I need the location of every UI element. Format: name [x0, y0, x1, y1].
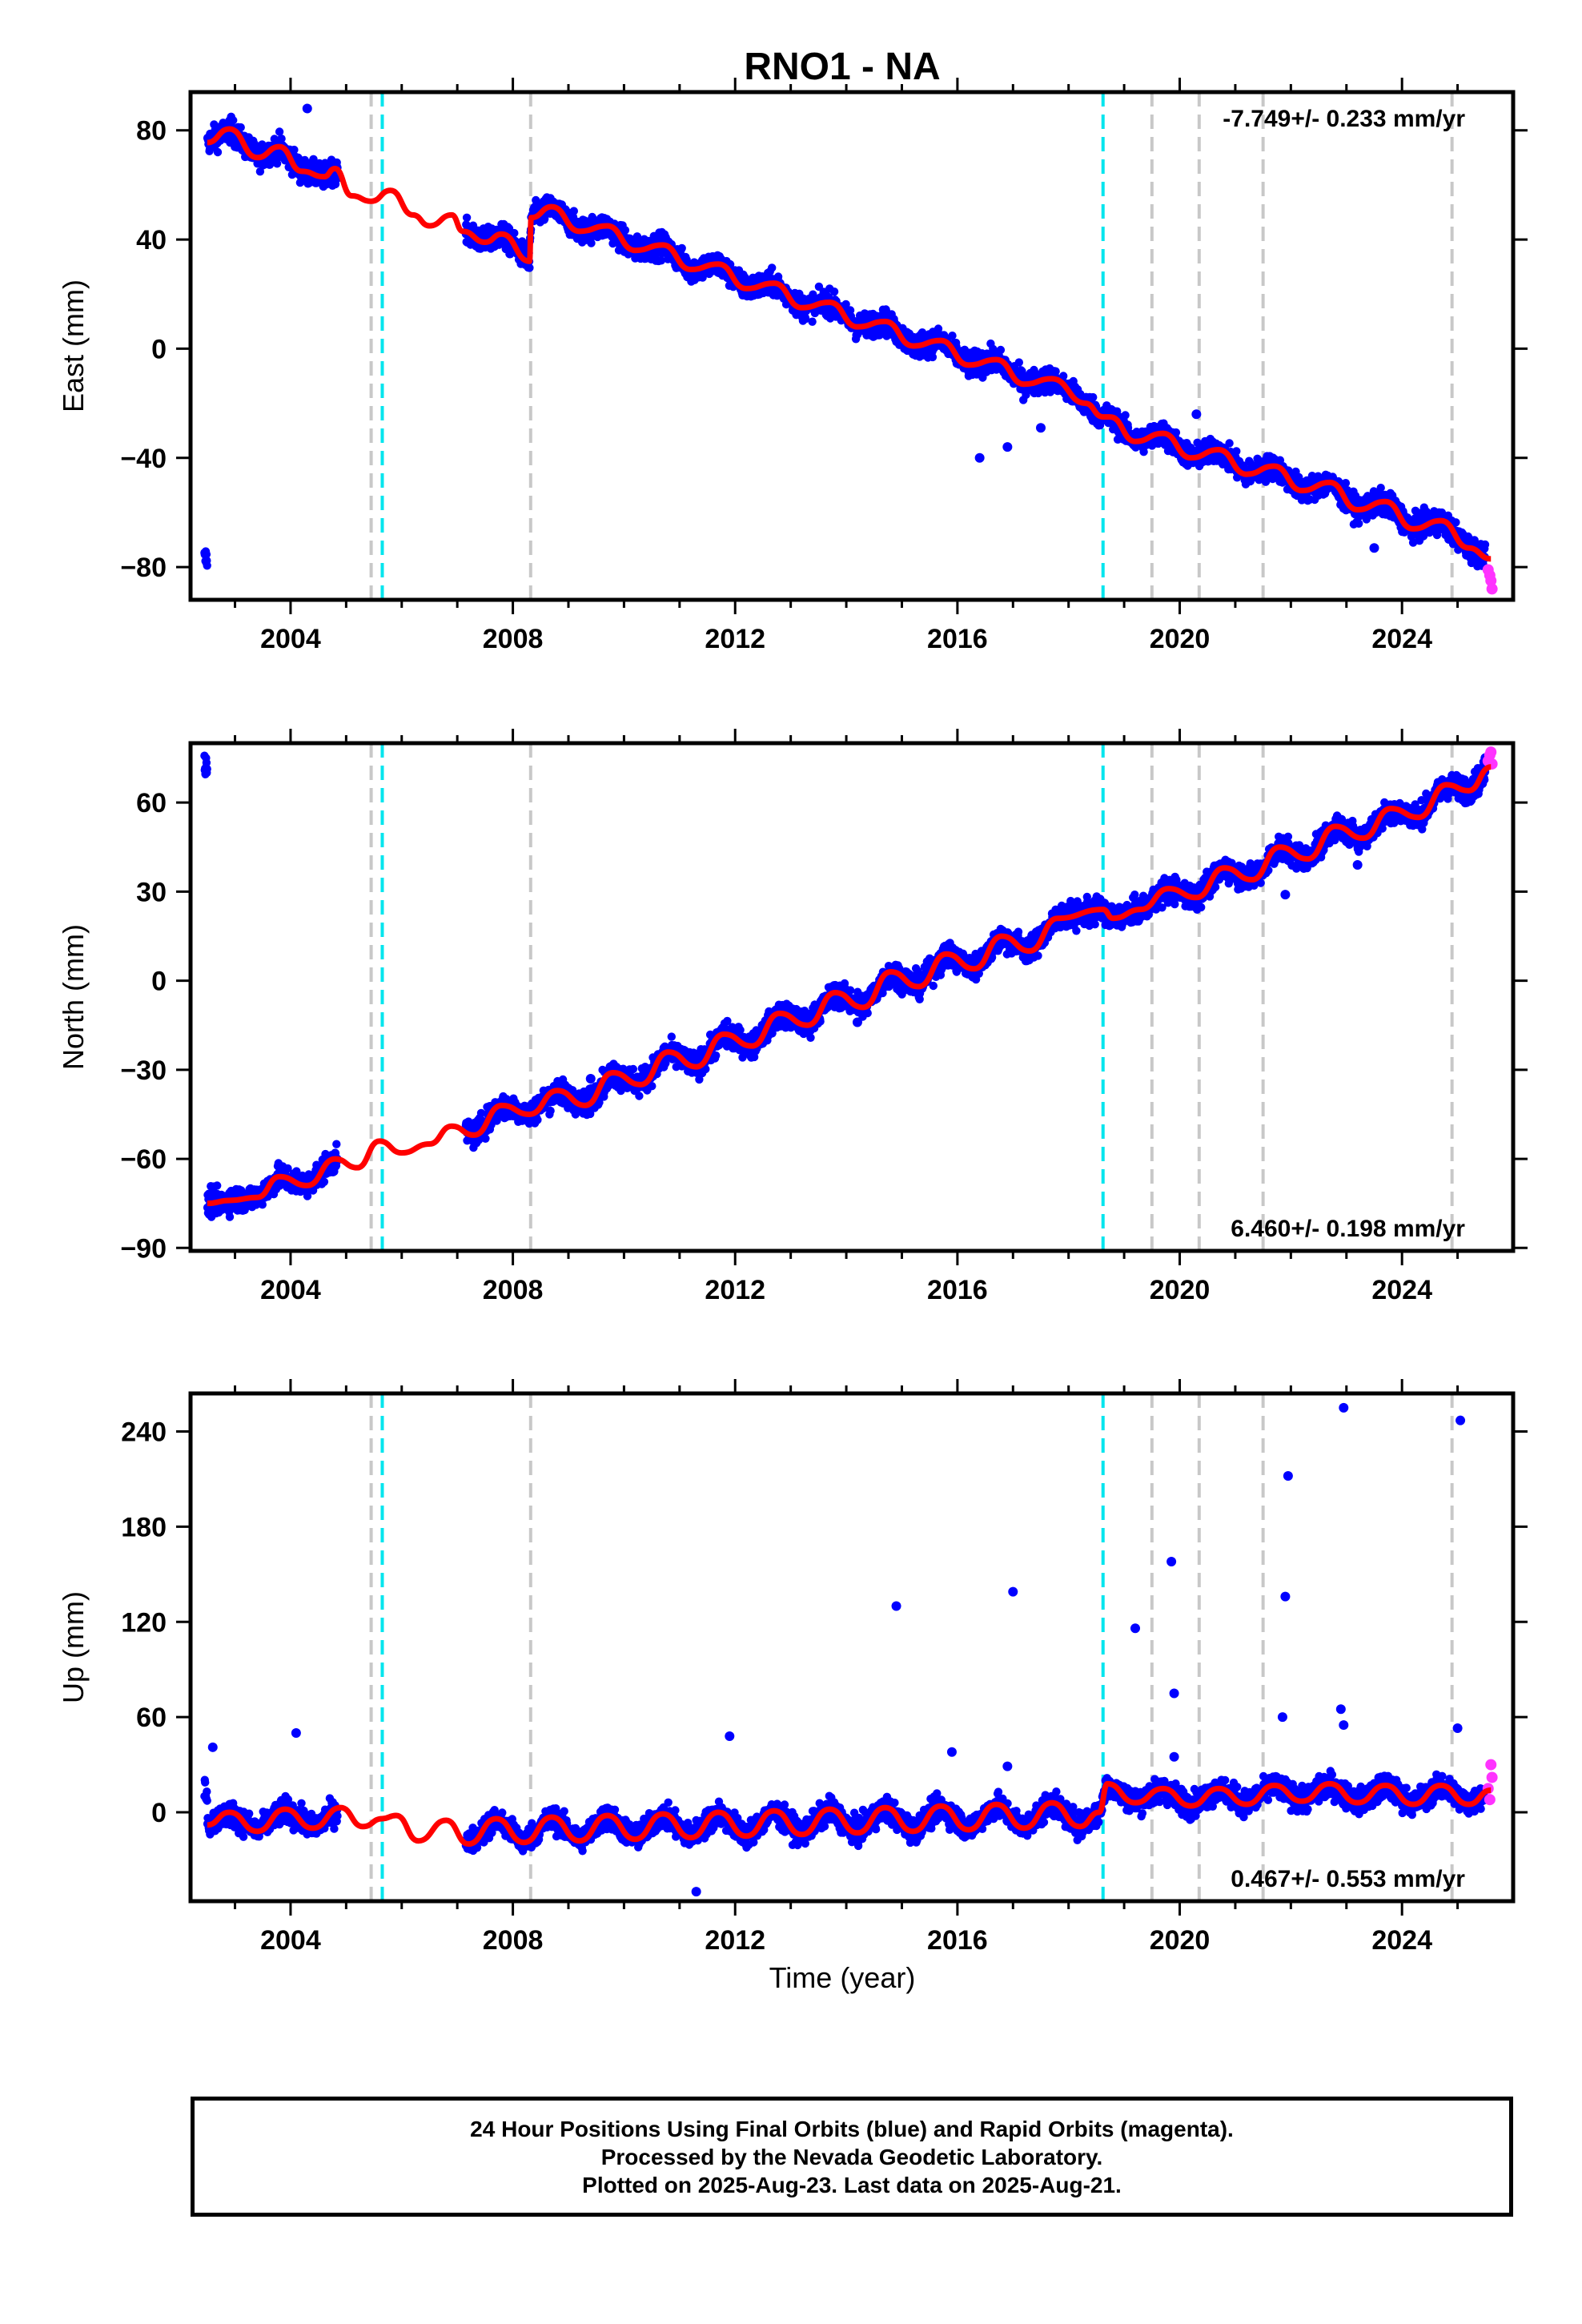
data-point — [841, 300, 850, 309]
y-tick-label: 40 — [136, 225, 167, 255]
rapid-orbit-point — [1484, 569, 1496, 581]
data-point — [928, 352, 938, 362]
data-point — [1121, 411, 1130, 420]
x-tick-label: 2004 — [260, 624, 321, 654]
data-point — [768, 263, 777, 272]
data-point — [1480, 540, 1490, 549]
data-point — [213, 1181, 222, 1190]
x-tick-label: 2020 — [1150, 624, 1211, 654]
y-axis-label: East (mm) — [57, 279, 90, 412]
y-tick-label: −80 — [120, 553, 167, 583]
data-point — [236, 123, 245, 132]
data-point — [510, 228, 519, 238]
outlier-point — [1369, 543, 1379, 553]
data-point — [1225, 439, 1234, 448]
data-point — [1051, 367, 1060, 376]
data-point — [620, 226, 630, 235]
data-point — [656, 256, 666, 265]
data-point — [213, 147, 223, 157]
data-point — [569, 207, 578, 215]
y-tick-label: 80 — [136, 116, 167, 147]
outlier-point — [1002, 442, 1013, 452]
rapid-orbit-point — [1486, 583, 1498, 595]
outlier-point — [1036, 423, 1046, 433]
outlier-point — [302, 103, 312, 114]
outlier-point — [974, 452, 985, 463]
chart-title: RNO1 - NA — [744, 46, 940, 88]
data-point — [255, 167, 265, 176]
x-tick-label: 2008 — [483, 624, 544, 654]
data-point — [808, 317, 817, 326]
outlier-point — [1191, 409, 1202, 420]
data-point — [948, 332, 957, 340]
data-point — [275, 127, 284, 136]
data-point — [546, 1106, 555, 1116]
data-point — [203, 561, 211, 570]
data-point — [309, 155, 318, 163]
data-point — [229, 116, 238, 125]
data-point — [202, 550, 211, 559]
data-point — [1014, 358, 1024, 367]
data-point — [1452, 518, 1460, 527]
x-tick-label: 2024 — [1371, 624, 1432, 654]
data-point — [580, 216, 589, 225]
plot-area — [200, 92, 1498, 600]
data-point — [462, 213, 472, 222]
x-tick-label: 2012 — [705, 624, 765, 654]
panel-east: 2004 2008 2012 2016 2020 2024 80 40 0 −40 −80 East … — [57, 78, 1528, 654]
data-point — [272, 159, 282, 168]
data-point — [533, 1116, 542, 1124]
final-orbit-points — [200, 112, 1490, 571]
data-point — [225, 1212, 235, 1221]
velocity-rate-label: -7.749+/- 0.233 mm/yr — [1223, 106, 1465, 132]
data-point — [934, 324, 943, 333]
data-point — [332, 1140, 341, 1148]
y-tick-label: 0 — [151, 334, 167, 364]
data-point — [258, 1200, 267, 1209]
data-point — [773, 272, 783, 281]
data-point — [1018, 367, 1026, 376]
data-point — [1089, 392, 1098, 402]
data-point — [1232, 447, 1241, 456]
data-point — [667, 1032, 676, 1041]
data-point — [996, 345, 1006, 355]
data-point — [277, 135, 286, 143]
x-tick-label: 2016 — [927, 624, 988, 654]
data-point — [203, 765, 211, 774]
data-point — [1341, 479, 1351, 488]
panel-north: 2004 2008 2012 2016 2020 202460300−30−60−90No… — [57, 729, 1528, 1305]
data-point — [806, 1033, 815, 1043]
y-tick-label: −40 — [120, 444, 167, 474]
data-point — [712, 1051, 721, 1060]
plot-area — [200, 743, 1498, 1251]
data-point — [290, 145, 299, 155]
data-point — [635, 1092, 644, 1100]
panel-frame — [188, 90, 1516, 602]
data-point — [525, 263, 534, 272]
data-point — [587, 239, 596, 247]
data-point — [476, 1108, 486, 1118]
data-point — [801, 315, 810, 324]
data-point — [677, 243, 686, 253]
data-point — [632, 232, 642, 241]
data-point — [628, 1064, 638, 1074]
data-point — [319, 1177, 329, 1187]
data-point — [481, 1134, 490, 1144]
data-point — [829, 287, 839, 296]
